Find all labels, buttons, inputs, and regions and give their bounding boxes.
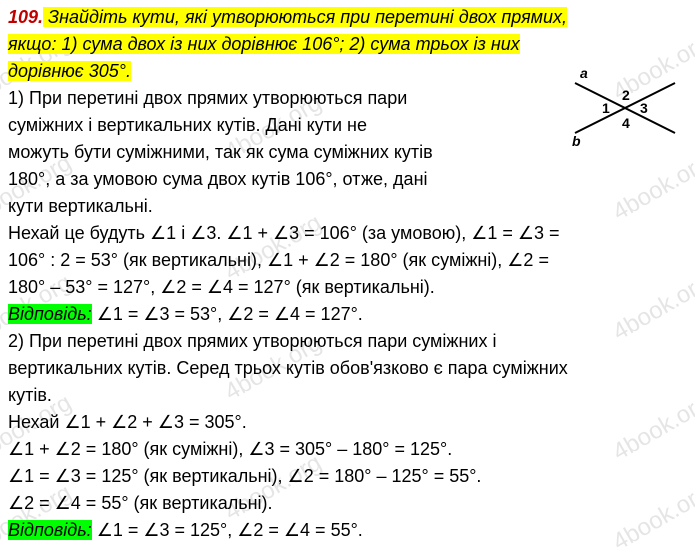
answer1-text: ∠1 = ∠3 = 53°, ∠2 = ∠4 = 127°. [92,304,363,324]
solution2-line7: ∠2 = ∠4 = 55° (як вертикальні). [8,490,687,517]
solution1-line6: Нехай це будуть ∠1 і ∠3. ∠1 + ∠3 = 106° … [8,220,687,247]
answer2-text: ∠1 = ∠3 = 125°, ∠2 = ∠4 = 55°. [92,520,363,540]
problem-statement-line3: дорівнює 305°. [8,61,131,81]
solution1-line7: 106° : 2 = 53° (як вертикальні), ∠1 + ∠2… [8,247,687,274]
solution2-line3: кутів. [8,382,687,409]
problem-statement-line1: Знайдіть кути, які утворюються при перет… [43,7,567,27]
answer1-label: Відповідь: [8,304,92,324]
content-container: 109. Знайдіть кути, які утворюються при … [8,4,687,544]
solution1-line4: 180°, а за умовою сума двох кутів 106°, … [8,166,687,193]
solution1-line1: 1) При перетині двох прямих утворюються … [8,85,687,112]
answer2-label: Відповідь: [8,520,92,540]
problem-number: 109. [8,7,43,27]
solution1-line2: суміжних і вертикальних кутів. Дані кути… [8,112,687,139]
solution2-line1: 2) При перетині двох прямих утворюються … [8,328,687,355]
solution2-line6: ∠1 = ∠3 = 125° (як вертикальні), ∠2 = 18… [8,463,687,490]
solution1-line8: 180° – 53° = 127°, ∠2 = ∠4 = 127° (як ве… [8,274,687,301]
solution2-line4: Нехай ∠1 + ∠2 + ∠3 = 305°. [8,409,687,436]
solution1-line3: можуть бути суміжними, так як сума суміж… [8,139,687,166]
solution2-line5: ∠1 + ∠2 = 180° (як суміжні), ∠3 = 305° –… [8,436,687,463]
problem-statement-line2: якщо: 1) сума двох із них дорівнює 106°;… [8,34,520,54]
solution2-line2: вертикальних кутів. Серед трьох кутів об… [8,355,687,382]
solution1-line5: кути вертикальні. [8,193,687,220]
